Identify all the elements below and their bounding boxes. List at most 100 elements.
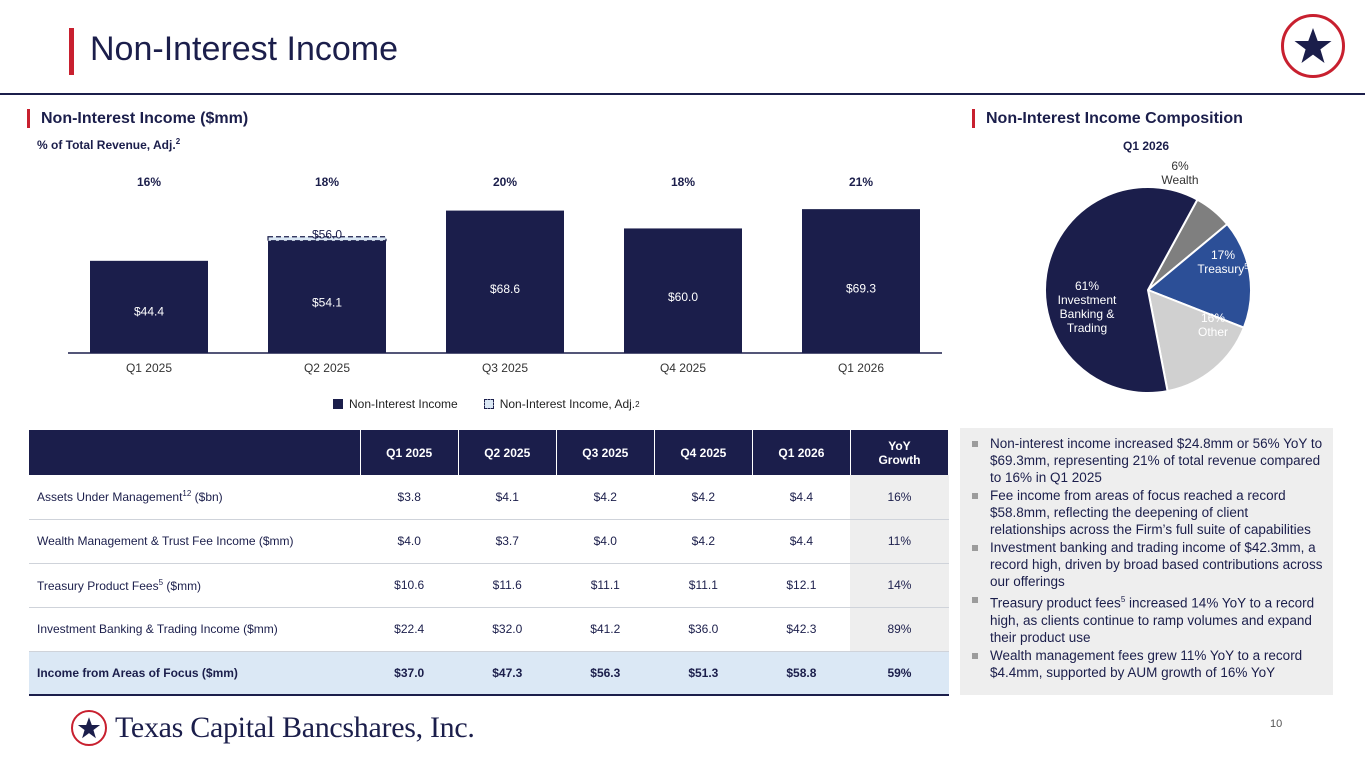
- commentary-bullet-5: Wealth management fees grew 11% YoY to a…: [972, 647, 1325, 681]
- table-cell: $37.0: [360, 650, 459, 696]
- pie-slice: [1146, 288, 1246, 393]
- header-rule: [0, 93, 1365, 95]
- revenue-pct-value: 20%: [493, 175, 517, 189]
- pie-slice-label: Wealth: [1161, 173, 1198, 187]
- pie-slice-label: 17%: [1211, 248, 1235, 262]
- table-cell: $11.1: [654, 563, 753, 608]
- table-header-q1-2026: Q1 2026: [752, 430, 851, 475]
- revenue-pct-value: 18%: [671, 175, 695, 189]
- table-header-q4-2025: Q4 2025: [654, 430, 753, 475]
- table-cell: $4.2: [654, 519, 753, 564]
- table-row: Investment Banking & Trading Income ($mm…: [29, 607, 949, 652]
- commentary-bullet-2: Fee income from areas of focus reached a…: [972, 487, 1325, 538]
- table-header-q1-2025: Q1 2025: [360, 430, 459, 475]
- pie-chart: 6%Wealth 17%Treasury5 16%Other 61%Investmen…: [1044, 159, 1252, 394]
- revenue-pct-label: % of Total Revenue, Adj.2: [37, 137, 181, 152]
- pie-slice-label: 6%: [1171, 159, 1189, 173]
- areas-of-focus-table: Q1 2025 Q2 2025 Q3 2025 Q4 2025 Q1 2026 …: [29, 430, 950, 696]
- table-header-q3-2025: Q3 2025: [556, 430, 655, 475]
- table-cell-yoy: 11%: [850, 519, 949, 564]
- table-cell: $41.2: [556, 607, 655, 652]
- pie-slice-label: Other: [1198, 325, 1228, 339]
- bar-value-label: $44.4: [134, 305, 164, 319]
- star-icon: [77, 717, 101, 739]
- x-tick-label: Q1 2026: [838, 361, 884, 375]
- legend-item-adjusted: Non-Interest Income, Adj. 2: [483, 397, 640, 411]
- bar-non-interest-income: [268, 240, 386, 353]
- revenue-pct-value: 21%: [849, 175, 873, 189]
- commentary-bullet-3: Investment banking and trading income of…: [972, 539, 1325, 590]
- table-header-q2-2025: Q2 2025: [458, 430, 557, 475]
- table-cell: $11.1: [556, 563, 655, 608]
- table-header-yoy-growth: YoY Growth: [850, 430, 950, 475]
- table-cell-yoy: 16%: [850, 475, 949, 520]
- page-number: 10: [1270, 718, 1283, 730]
- table-cell: $58.8: [752, 650, 851, 696]
- bar-chart: $44.4 16% Q1 2025 $56.0 $54.1 18% Q2 2025 $68.6…: [68, 175, 942, 375]
- table-cell-yoy: 14%: [850, 563, 949, 608]
- table-row-label: Investment Banking & Trading Income ($mm…: [29, 607, 361, 652]
- table-cell: $11.6: [458, 563, 557, 608]
- pie-chart-heading: Non-Interest Income Composition: [972, 109, 1243, 128]
- table-cell: $47.3: [458, 650, 557, 696]
- x-tick-label: Q3 2025: [482, 361, 528, 375]
- bar-label-adjusted: $56.0: [312, 228, 342, 242]
- commentary-box: Non-interest income increased $24.8mm or…: [960, 428, 1333, 695]
- bar-non-interest-income: [624, 228, 742, 353]
- table-cell: $56.3: [556, 650, 655, 696]
- table-cell: $51.3: [654, 650, 753, 696]
- commentary-bullet-4: Treasury product fees5 increased 14% YoY…: [972, 591, 1325, 646]
- table-cell-yoy: 59%: [850, 650, 949, 696]
- legend-item-non-interest-income: Non-Interest Income: [333, 397, 458, 411]
- star-logo: [1281, 14, 1345, 78]
- table-header-row: Q1 2025 Q2 2025 Q3 2025 Q4 2025 Q1 2026 …: [29, 430, 950, 475]
- bar-adjusted: [267, 236, 387, 242]
- company-name: Texas Capital Bancshares, Inc.: [115, 711, 475, 744]
- table-row-label: Assets Under Management12 ($bn): [29, 475, 361, 520]
- table-row: Wealth Management & Trust Fee Income ($m…: [29, 519, 949, 564]
- x-tick-label: Q4 2025: [660, 361, 706, 375]
- x-tick-label: Q2 2025: [304, 361, 350, 375]
- pie-slice: [1146, 222, 1252, 329]
- star-icon: [1294, 28, 1332, 63]
- bar-value-label: $68.6: [490, 282, 520, 296]
- commentary-bullet-1: Non-interest income increased $24.8mm or…: [972, 435, 1325, 486]
- table-cell: $22.4: [360, 607, 459, 652]
- footer-logo: Texas Capital Bancshares, Inc.: [71, 710, 475, 746]
- table-cell: $4.4: [752, 519, 851, 564]
- table-cell: $4.4: [752, 475, 851, 520]
- pie-chart-title: Q1 2026: [1123, 139, 1170, 153]
- table-cell: $3.7: [458, 519, 557, 564]
- footer-star-badge: [71, 710, 107, 746]
- table-row-label: Treasury Product Fees5 ($mm): [29, 563, 361, 608]
- pie-slice: [1044, 186, 1199, 394]
- bar-value-label: $60.0: [668, 290, 698, 304]
- table-row-label: Income from Areas of Focus ($mm): [29, 650, 361, 696]
- bar-chart-legend: Non-Interest Income Non-Interest Income,…: [333, 397, 666, 411]
- table-cell: $4.1: [458, 475, 557, 520]
- table-cell: $4.0: [556, 519, 655, 564]
- table-cell: $42.3: [752, 607, 851, 652]
- bar-non-interest-income: [802, 209, 920, 353]
- table-cell-yoy: 89%: [850, 607, 949, 652]
- table-row-label: Wealth Management & Trust Fee Income ($m…: [29, 519, 361, 564]
- page-title: Non-Interest Income: [90, 30, 399, 68]
- pie-slice-label: Trading: [1067, 321, 1107, 335]
- x-tick-label: Q1 2025: [126, 361, 172, 375]
- bar-chart-heading: Non-Interest Income ($mm): [27, 109, 248, 128]
- table-cell: $36.0: [654, 607, 753, 652]
- table-cell: $10.6: [360, 563, 459, 608]
- pie-slice-label: Investment: [1058, 293, 1117, 307]
- bar-non-interest-income: [446, 210, 564, 353]
- table-cell: $3.8: [360, 475, 459, 520]
- table-cell: $12.1: [752, 563, 851, 608]
- pie-slice-label: 61%: [1075, 279, 1099, 293]
- table-cell: $4.2: [654, 475, 753, 520]
- revenue-pct-value: 16%: [137, 175, 161, 189]
- table-row: Assets Under Management12 ($bn) $3.8 $4.1 $…: [29, 475, 949, 520]
- bar-value-label: $54.1: [312, 295, 342, 309]
- bar-value-label: $69.3: [846, 281, 876, 295]
- pie-slice-label: 16%: [1201, 311, 1225, 325]
- pie-slice-label: Banking &: [1060, 307, 1115, 321]
- table-header-blank: [29, 430, 361, 475]
